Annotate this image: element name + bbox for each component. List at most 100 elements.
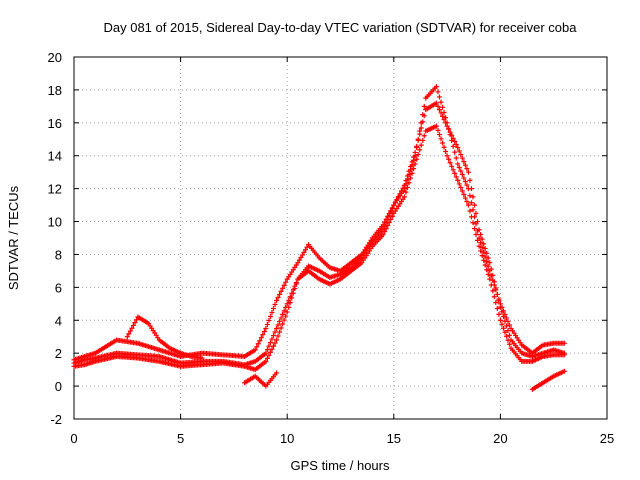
- data-point: [461, 175, 467, 181]
- data-point: [280, 311, 286, 317]
- data-point: [435, 89, 441, 95]
- data-point: [440, 113, 446, 119]
- plot-frame: [73, 56, 608, 420]
- data-point: [479, 244, 485, 250]
- data-point: [484, 267, 490, 273]
- data-point: [421, 103, 427, 109]
- data-point: [124, 334, 130, 340]
- data-point: [275, 333, 281, 339]
- data-point: [456, 181, 462, 187]
- data-point: [465, 169, 471, 175]
- y-tick-label: 6: [55, 280, 62, 295]
- data-point: [464, 182, 470, 188]
- data-point: [277, 318, 283, 324]
- data-point: [485, 263, 491, 269]
- data-point: [450, 167, 456, 173]
- series-track-d: [124, 314, 205, 361]
- data-point: [274, 326, 280, 331]
- data-point: [485, 271, 491, 277]
- data-point: [497, 304, 503, 310]
- data-point: [417, 131, 423, 137]
- y-tick-label: -2: [50, 412, 62, 427]
- data-point: [409, 170, 415, 176]
- data-point: [401, 194, 407, 200]
- data-point: [461, 192, 467, 198]
- data-point: [278, 288, 284, 294]
- data-point: [464, 199, 470, 205]
- data-point: [488, 282, 494, 288]
- data-point: [267, 340, 273, 346]
- data-point: [436, 94, 442, 100]
- data-point: [475, 237, 481, 243]
- data-point: [503, 315, 509, 321]
- data-point: [267, 314, 273, 320]
- data-point: [487, 276, 493, 282]
- data-point: [280, 285, 286, 291]
- data-point: [491, 279, 497, 285]
- data-point: [461, 159, 467, 165]
- data-point: [507, 322, 513, 328]
- data-point: [494, 291, 500, 297]
- data-point: [502, 318, 508, 324]
- data-point: [481, 241, 487, 247]
- data-point: [458, 168, 464, 174]
- data-point: [502, 329, 508, 335]
- data-point: [406, 180, 412, 186]
- data-point: [478, 248, 484, 254]
- data-point: [488, 266, 494, 272]
- data-point: [494, 306, 500, 312]
- data-point: [403, 178, 409, 184]
- data-point: [441, 144, 447, 150]
- series-track-e: [242, 370, 280, 389]
- data-point: [433, 100, 439, 106]
- data-point: [490, 272, 496, 278]
- y-tick-label: 14: [48, 149, 62, 164]
- data-point: [561, 368, 567, 374]
- data-point: [484, 250, 490, 256]
- data-point: [261, 329, 267, 335]
- data-point: [452, 170, 458, 176]
- series-track-f: [529, 368, 567, 392]
- data-point: [275, 294, 281, 300]
- data-point: [493, 285, 499, 291]
- y-tick-labels: -2 0 2 4 6 8 10 12 14 16 18 20: [48, 50, 62, 427]
- data-point: [496, 311, 502, 317]
- data-point: [274, 298, 280, 304]
- data-point: [458, 152, 464, 158]
- data-point: [444, 123, 450, 129]
- data-point: [458, 184, 464, 190]
- y-tick-label: 16: [48, 116, 62, 131]
- data-point: [295, 260, 301, 266]
- data-point: [392, 199, 398, 205]
- data-point: [269, 310, 275, 316]
- data-point: [484, 259, 490, 265]
- data-point: [440, 104, 446, 110]
- data-point: [446, 126, 452, 132]
- data-point: [411, 154, 417, 160]
- data-point: [453, 174, 459, 180]
- x-tick-label: 5: [177, 431, 184, 446]
- data-point: [482, 246, 488, 252]
- data-point: [450, 143, 456, 149]
- data-point: [395, 194, 401, 200]
- data-point: [281, 308, 287, 314]
- data-point: [278, 315, 284, 321]
- data-point: [287, 300, 293, 306]
- data-point: [561, 340, 567, 346]
- data-point: [263, 326, 269, 331]
- data-point: [406, 168, 412, 174]
- data-point: [386, 219, 392, 225]
- data-point: [385, 223, 391, 229]
- data-point: [278, 325, 284, 331]
- data-point: [500, 325, 506, 331]
- data-point: [277, 329, 283, 335]
- data-point: [478, 240, 484, 246]
- data-point: [301, 249, 307, 255]
- y-tick-label: 2: [55, 346, 62, 361]
- data-point: [449, 132, 455, 138]
- data-point: [409, 159, 415, 165]
- data-point: [441, 117, 447, 123]
- data-point: [405, 173, 411, 179]
- data-point: [411, 166, 417, 172]
- data-point: [284, 301, 290, 307]
